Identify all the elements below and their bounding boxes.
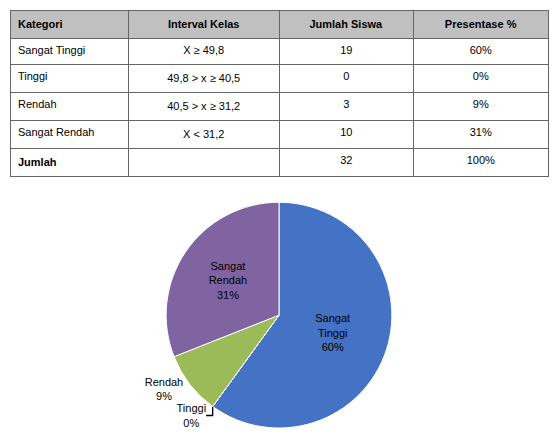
svg-text:Kategori: Kategori	[18, 18, 63, 30]
svg-text:10: 10	[340, 126, 352, 138]
svg-text:Sangat Tinggi: Sangat Tinggi	[18, 44, 85, 56]
svg-text:19: 19	[340, 44, 352, 56]
svg-text:Rendah: Rendah	[18, 98, 57, 110]
svg-text:X ≥ 49,8: X ≥ 49,8	[183, 44, 224, 56]
svg-text:9%: 9%	[473, 98, 489, 110]
svg-text:100%: 100%	[467, 154, 495, 166]
svg-text:60%: 60%	[470, 44, 492, 56]
svg-text:40,5 > x ≥ 31,2: 40,5 > x ≥ 31,2	[167, 100, 240, 112]
svg-text:Sangat Rendah: Sangat Rendah	[18, 126, 94, 138]
svg-text:Rendah9%: Rendah9%	[145, 376, 184, 402]
svg-text:SangatTinggi60%: SangatTinggi60%	[315, 312, 350, 353]
svg-text:Jumlah Siswa: Jumlah Siswa	[309, 18, 383, 30]
svg-text:49,8 > x ≥ 40,5: 49,8 > x ≥ 40,5	[167, 72, 240, 84]
svg-text:X < 31,2: X < 31,2	[183, 128, 224, 140]
svg-text:0: 0	[343, 70, 349, 82]
svg-text:Tinggi0%: Tinggi0%	[177, 402, 207, 428]
svg-text:Jumlah: Jumlah	[18, 156, 57, 168]
svg-text:32: 32	[340, 154, 352, 166]
svg-text:3: 3	[343, 98, 349, 110]
svg-text:31%: 31%	[470, 126, 492, 138]
svg-text:Interval Kelas: Interval Kelas	[168, 18, 240, 30]
svg-text:0%: 0%	[473, 70, 489, 82]
svg-text:Tinggi: Tinggi	[18, 70, 48, 82]
svg-text:SangatRendah31%: SangatRendah31%	[209, 260, 248, 301]
svg-text:Presentase %: Presentase %	[445, 18, 517, 30]
